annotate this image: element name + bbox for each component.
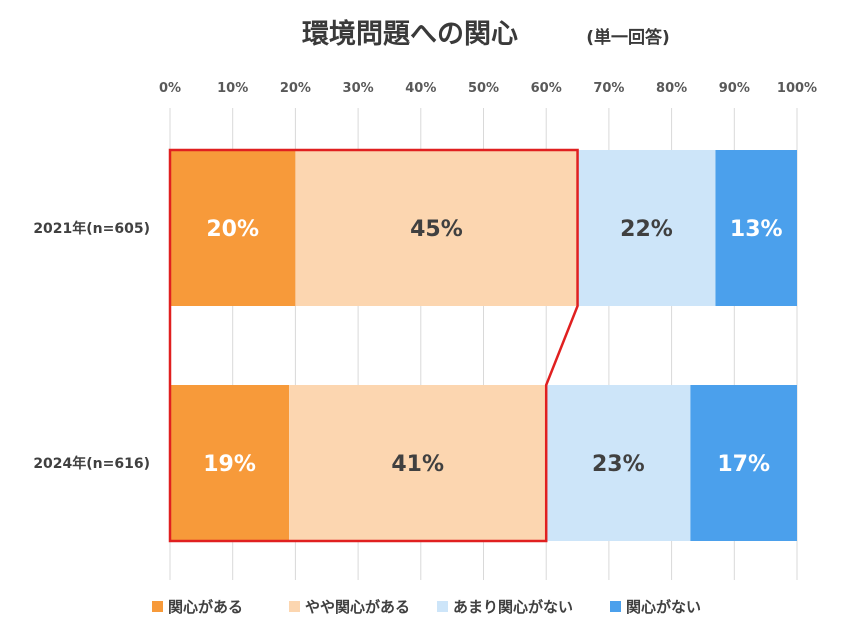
category-label: 2024年(n=616) [33,455,150,472]
x-tick-label: 60% [531,81,562,96]
x-axis-ticks: 0% 10% 20% 30% 40% 50% 60% 70% 80% 90% 100% [159,81,817,96]
legend-label: 関心がない [626,598,701,616]
bar-segment [577,150,716,306]
data-label: 19% [203,452,256,477]
x-tick-label: 0% [159,81,181,96]
legend-label: やや関心がある [305,598,410,616]
bar-segment [715,150,797,306]
data-label: 45% [410,217,463,242]
legend-label: 関心がある [168,598,243,616]
legend-swatch [289,601,300,612]
data-label: 41% [391,452,444,477]
bar-segment [170,150,296,306]
x-tick-label: 90% [719,81,750,96]
bar-segment [546,385,691,541]
data-label: 20% [206,217,259,242]
bar-segment [690,385,797,541]
data-labels: 20% 45% 22% 13% 19% 41% 23% 17% [203,217,782,477]
legend-item: 関心がない [610,598,701,616]
bars [170,150,797,541]
legend-item: あまり関心がない [437,598,573,616]
highlight-outline [168,148,579,543]
legend-swatch [152,601,163,612]
chart-title: 環境問題への関心 [302,19,518,50]
data-label: 13% [730,217,783,242]
legend: 関心がある やや関心がある あまり関心がない 関心がない [152,598,701,616]
x-tick-label: 40% [405,81,436,96]
chart-subtitle: (単一回答) [586,27,670,48]
legend-swatch [610,601,621,612]
legend-swatch [437,601,448,612]
legend-label: あまり関心がない [453,598,573,616]
category-labels: 2021年(n=605) 2024年(n=616) [33,220,150,472]
category-label: 2021年(n=605) [33,220,150,237]
bar-segment [289,385,547,541]
bar-segment [170,385,290,541]
highlight-path [168,148,579,543]
data-label: 17% [717,452,770,477]
x-tick-label: 50% [468,81,499,96]
x-tick-label: 80% [656,81,687,96]
bar-segment [295,150,578,306]
x-tick-label: 30% [343,81,374,96]
x-tick-label: 70% [593,81,624,96]
x-tick-label: 10% [217,81,248,96]
x-tick-label: 100% [777,81,817,96]
data-label: 22% [620,217,673,242]
data-label: 23% [592,452,645,477]
x-tick-label: 20% [280,81,311,96]
legend-item: 関心がある [152,598,243,616]
legend-item: やや関心がある [289,598,410,616]
